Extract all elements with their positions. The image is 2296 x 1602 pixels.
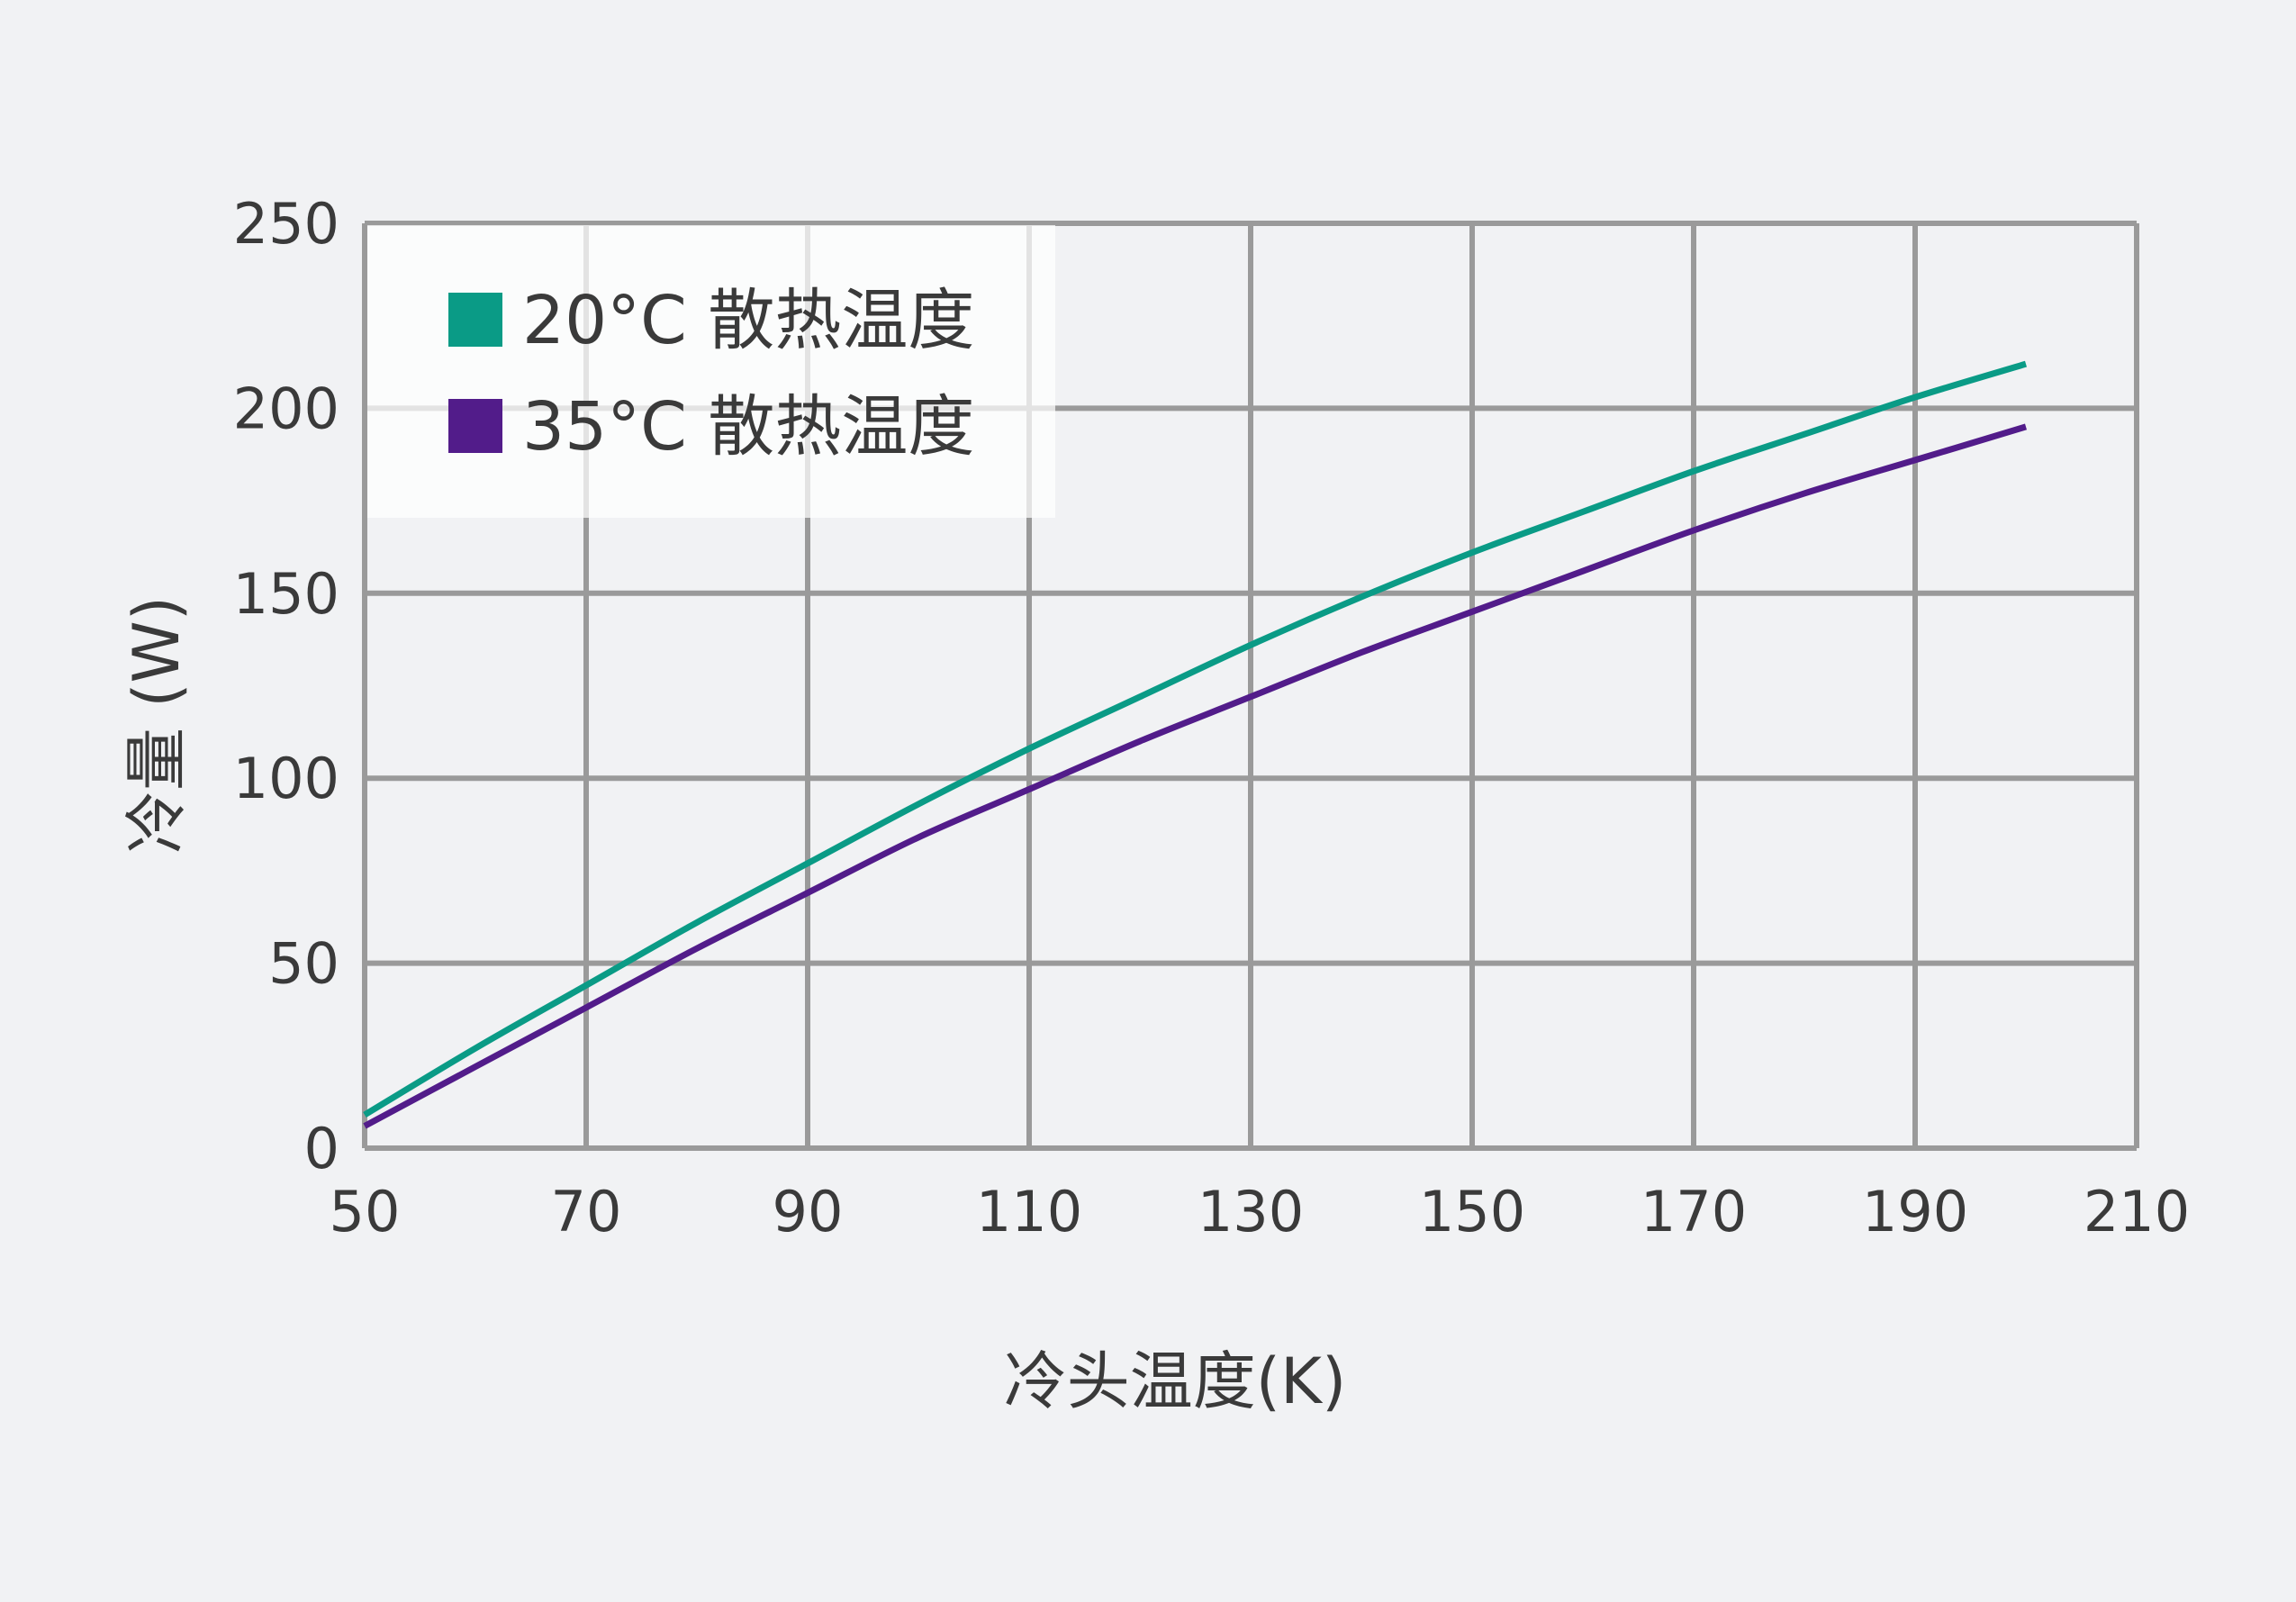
grid	[362, 221, 2139, 1151]
y-tick-label: 200	[233, 376, 339, 441]
y-tick-label: 50	[268, 931, 339, 997]
series-line	[363, 423, 2028, 1129]
legend-background	[367, 225, 1055, 518]
x-tick-label: 150	[1419, 1179, 1525, 1244]
x-tick-label: 210	[2084, 1179, 2190, 1244]
y-axis-title: 冷量 (W)	[120, 596, 194, 854]
legend-swatch	[448, 399, 502, 453]
series-lines	[363, 360, 2028, 1129]
x-tick-label: 130	[1198, 1179, 1304, 1244]
x-axis-title: 冷头温度(K)	[1004, 1344, 1347, 1418]
y-tick-label: 150	[233, 561, 339, 627]
legend-swatch	[448, 293, 502, 347]
y-tick-label: 100	[233, 746, 339, 811]
legend-label: 20°C 散热温度	[522, 282, 974, 359]
legend-label: 35°C 散热温度	[522, 388, 974, 466]
x-tick-label: 70	[551, 1179, 622, 1244]
x-tick-label: 50	[330, 1179, 401, 1244]
x-tick-label: 170	[1641, 1179, 1747, 1244]
y-tick-label: 250	[233, 191, 339, 257]
x-tick-label: 110	[976, 1179, 1082, 1244]
series-line	[363, 360, 2028, 1118]
legend: 20°C 散热温度 35°C 散热温度	[367, 225, 1055, 518]
y-tick-label: 0	[304, 1116, 339, 1181]
x-tick-label: 190	[1862, 1179, 1968, 1244]
x-tick-label: 90	[773, 1179, 844, 1244]
